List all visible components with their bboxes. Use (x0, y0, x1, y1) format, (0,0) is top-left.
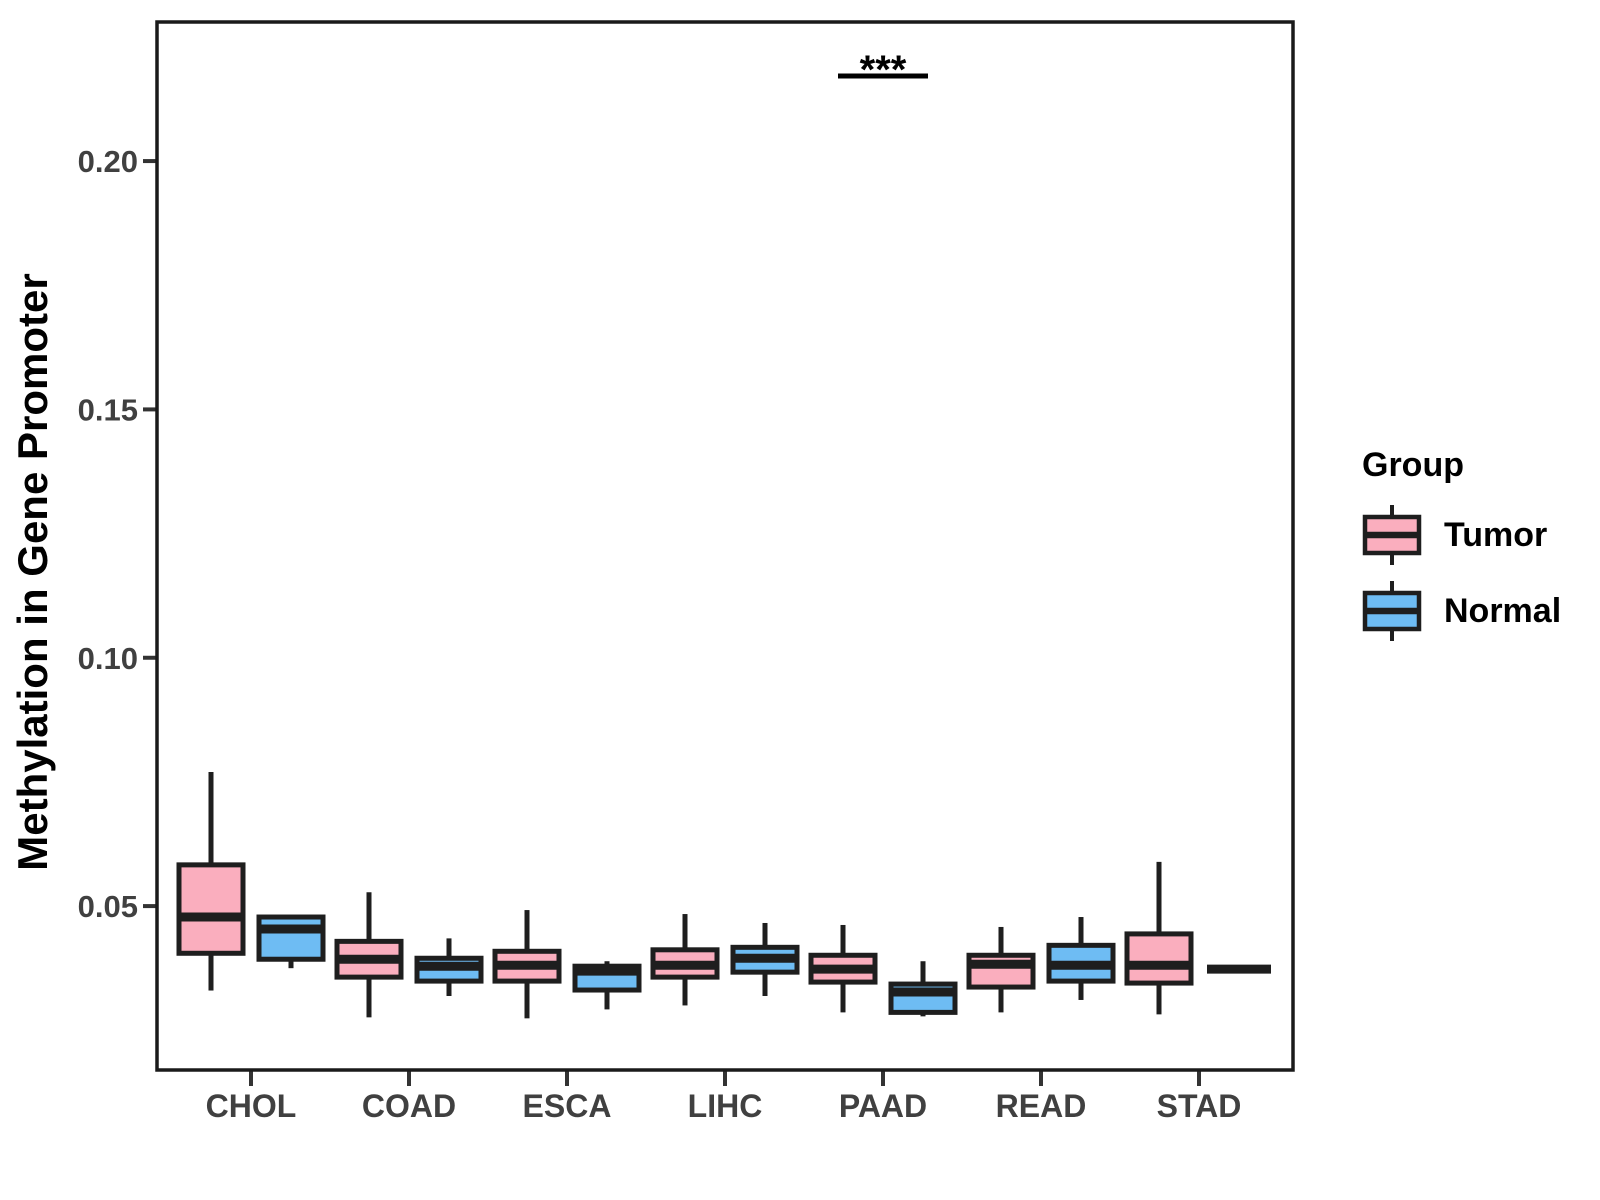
tumor-boxplot-key-icon (1362, 505, 1422, 565)
y-tick-label: 0.05 (78, 889, 138, 924)
box-tumor-stad-box (1124, 931, 1194, 986)
legend-item-tumor: Tumor (1362, 503, 1561, 567)
y-tick-label: 0.20 (78, 144, 138, 179)
legend: Group Tumor Normal (1362, 446, 1561, 643)
plot-panel-border (155, 20, 1295, 1072)
x-tick-label: COAD (362, 1088, 456, 1124)
legend-label-tumor: Tumor (1444, 515, 1548, 554)
y-tick-label: 0.10 (78, 641, 138, 676)
significance-stars: *** (860, 48, 907, 92)
x-tick-label: LIHC (688, 1088, 763, 1124)
box-tumor-chol-box (176, 862, 246, 956)
normal-boxplot-key-icon (1362, 581, 1422, 641)
x-tick-label: READ (996, 1088, 1087, 1124)
legend-title: Group (1362, 446, 1464, 484)
y-tick-label: 0.15 (78, 392, 138, 427)
legend-item-normal: Normal (1362, 579, 1561, 643)
box-normal-chol-box (256, 914, 326, 962)
legend-label-normal: Normal (1444, 591, 1562, 630)
x-tick-label: STAD (1157, 1088, 1242, 1124)
x-tick-label: ESCA (523, 1088, 612, 1124)
x-tick-label: PAAD (839, 1088, 927, 1124)
y-axis-title: Methylation in Gene Promoter (9, 273, 56, 871)
x-tick-label: CHOL (206, 1088, 297, 1124)
